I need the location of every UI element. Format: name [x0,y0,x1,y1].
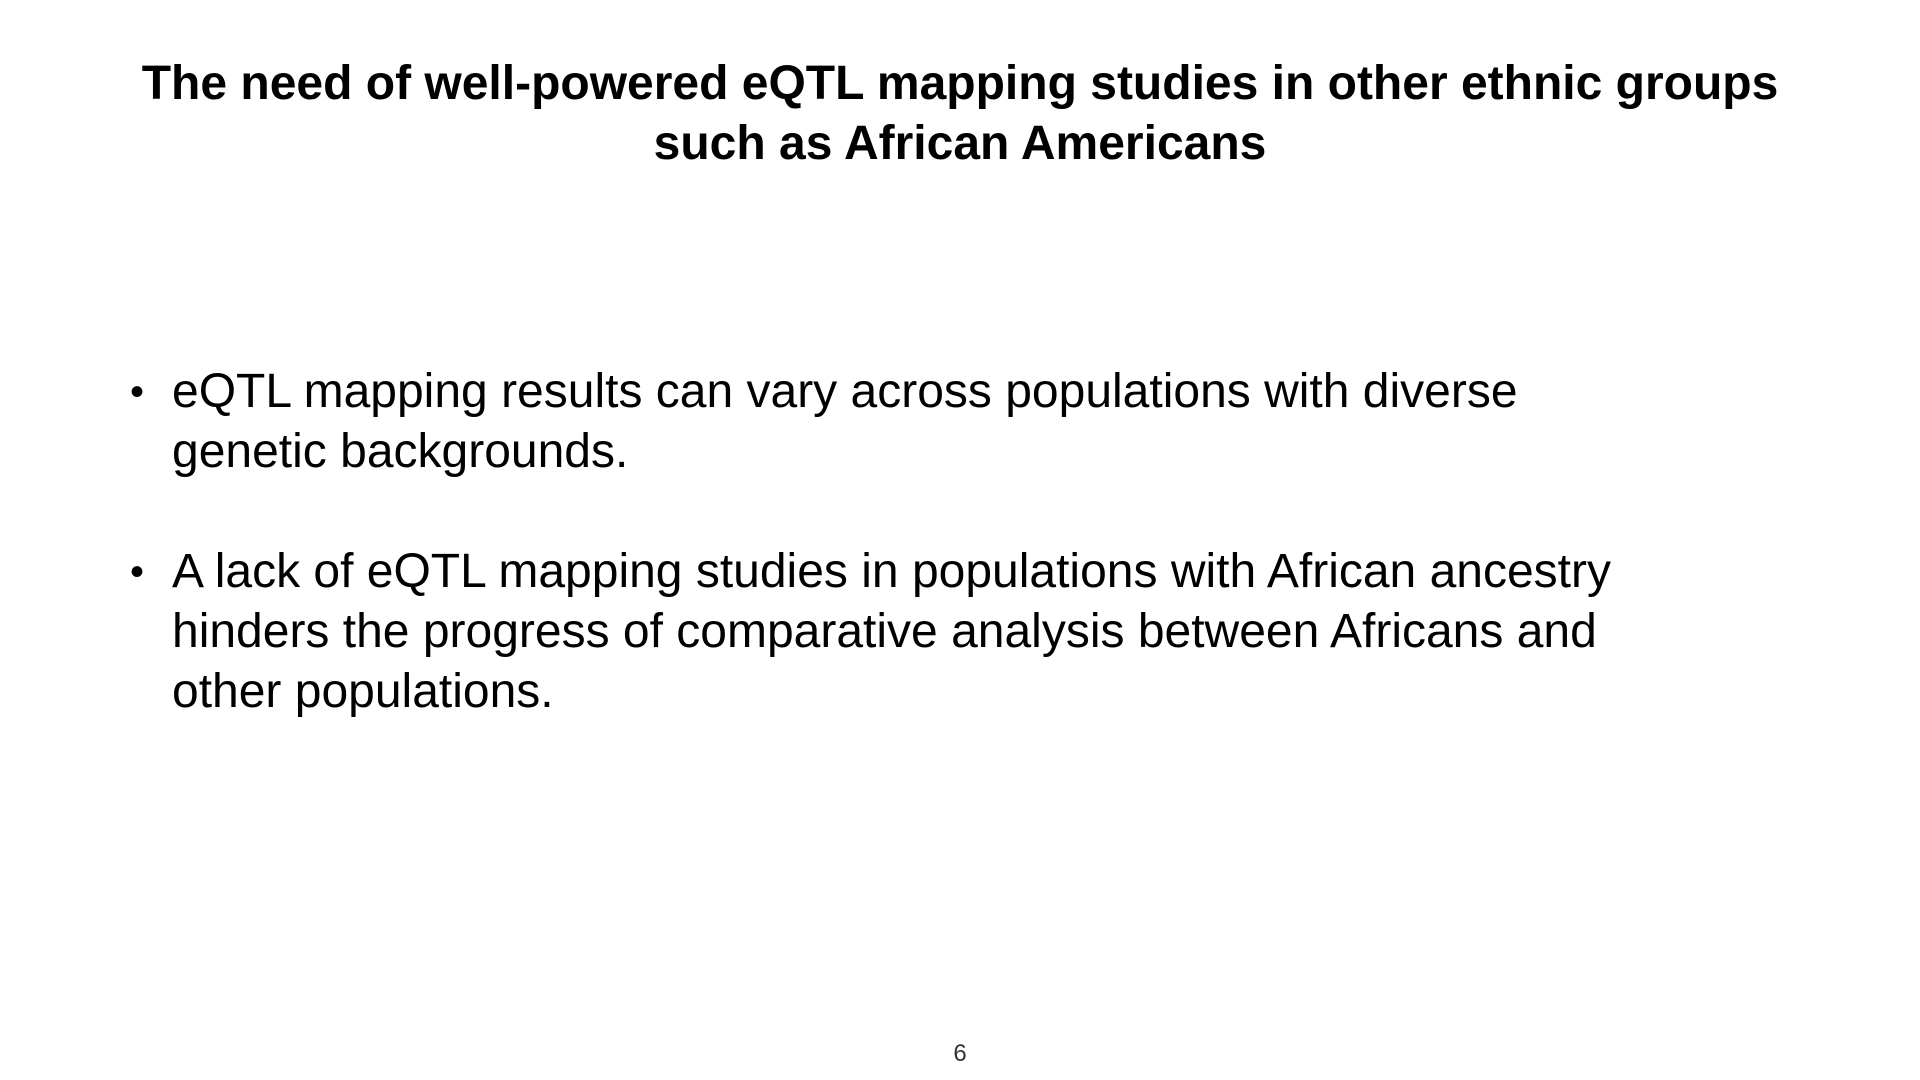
bullet-text-line: genetic backgrounds. [172,425,629,478]
bullet-item: • eQTL mapping results can vary across p… [130,362,1770,482]
bullet-text-line: eQTL mapping results can vary across pop… [172,365,1518,418]
slide-title-line-1: The need of well-powered eQTL mapping st… [141,57,1779,110]
bullet-item: • A lack of eQTL mapping studies in popu… [130,542,1770,722]
bullet-text-line: A lack of eQTL mapping studies in popula… [172,545,1611,598]
bullet-list: • eQTL mapping results can vary across p… [130,362,1770,722]
page-number: 6 [953,1040,967,1067]
bullet-text-line: hinders the progress of comparative anal… [172,605,1597,658]
bullet-dot-icon: • [130,370,145,414]
bullet-dot-icon: • [130,550,145,594]
bullet-text-line: other populations. [172,665,554,718]
slide-title: The need of well-powered eQTL mapping st… [60,54,1860,174]
slide-title-line-2: such as African Americans [653,117,1267,170]
